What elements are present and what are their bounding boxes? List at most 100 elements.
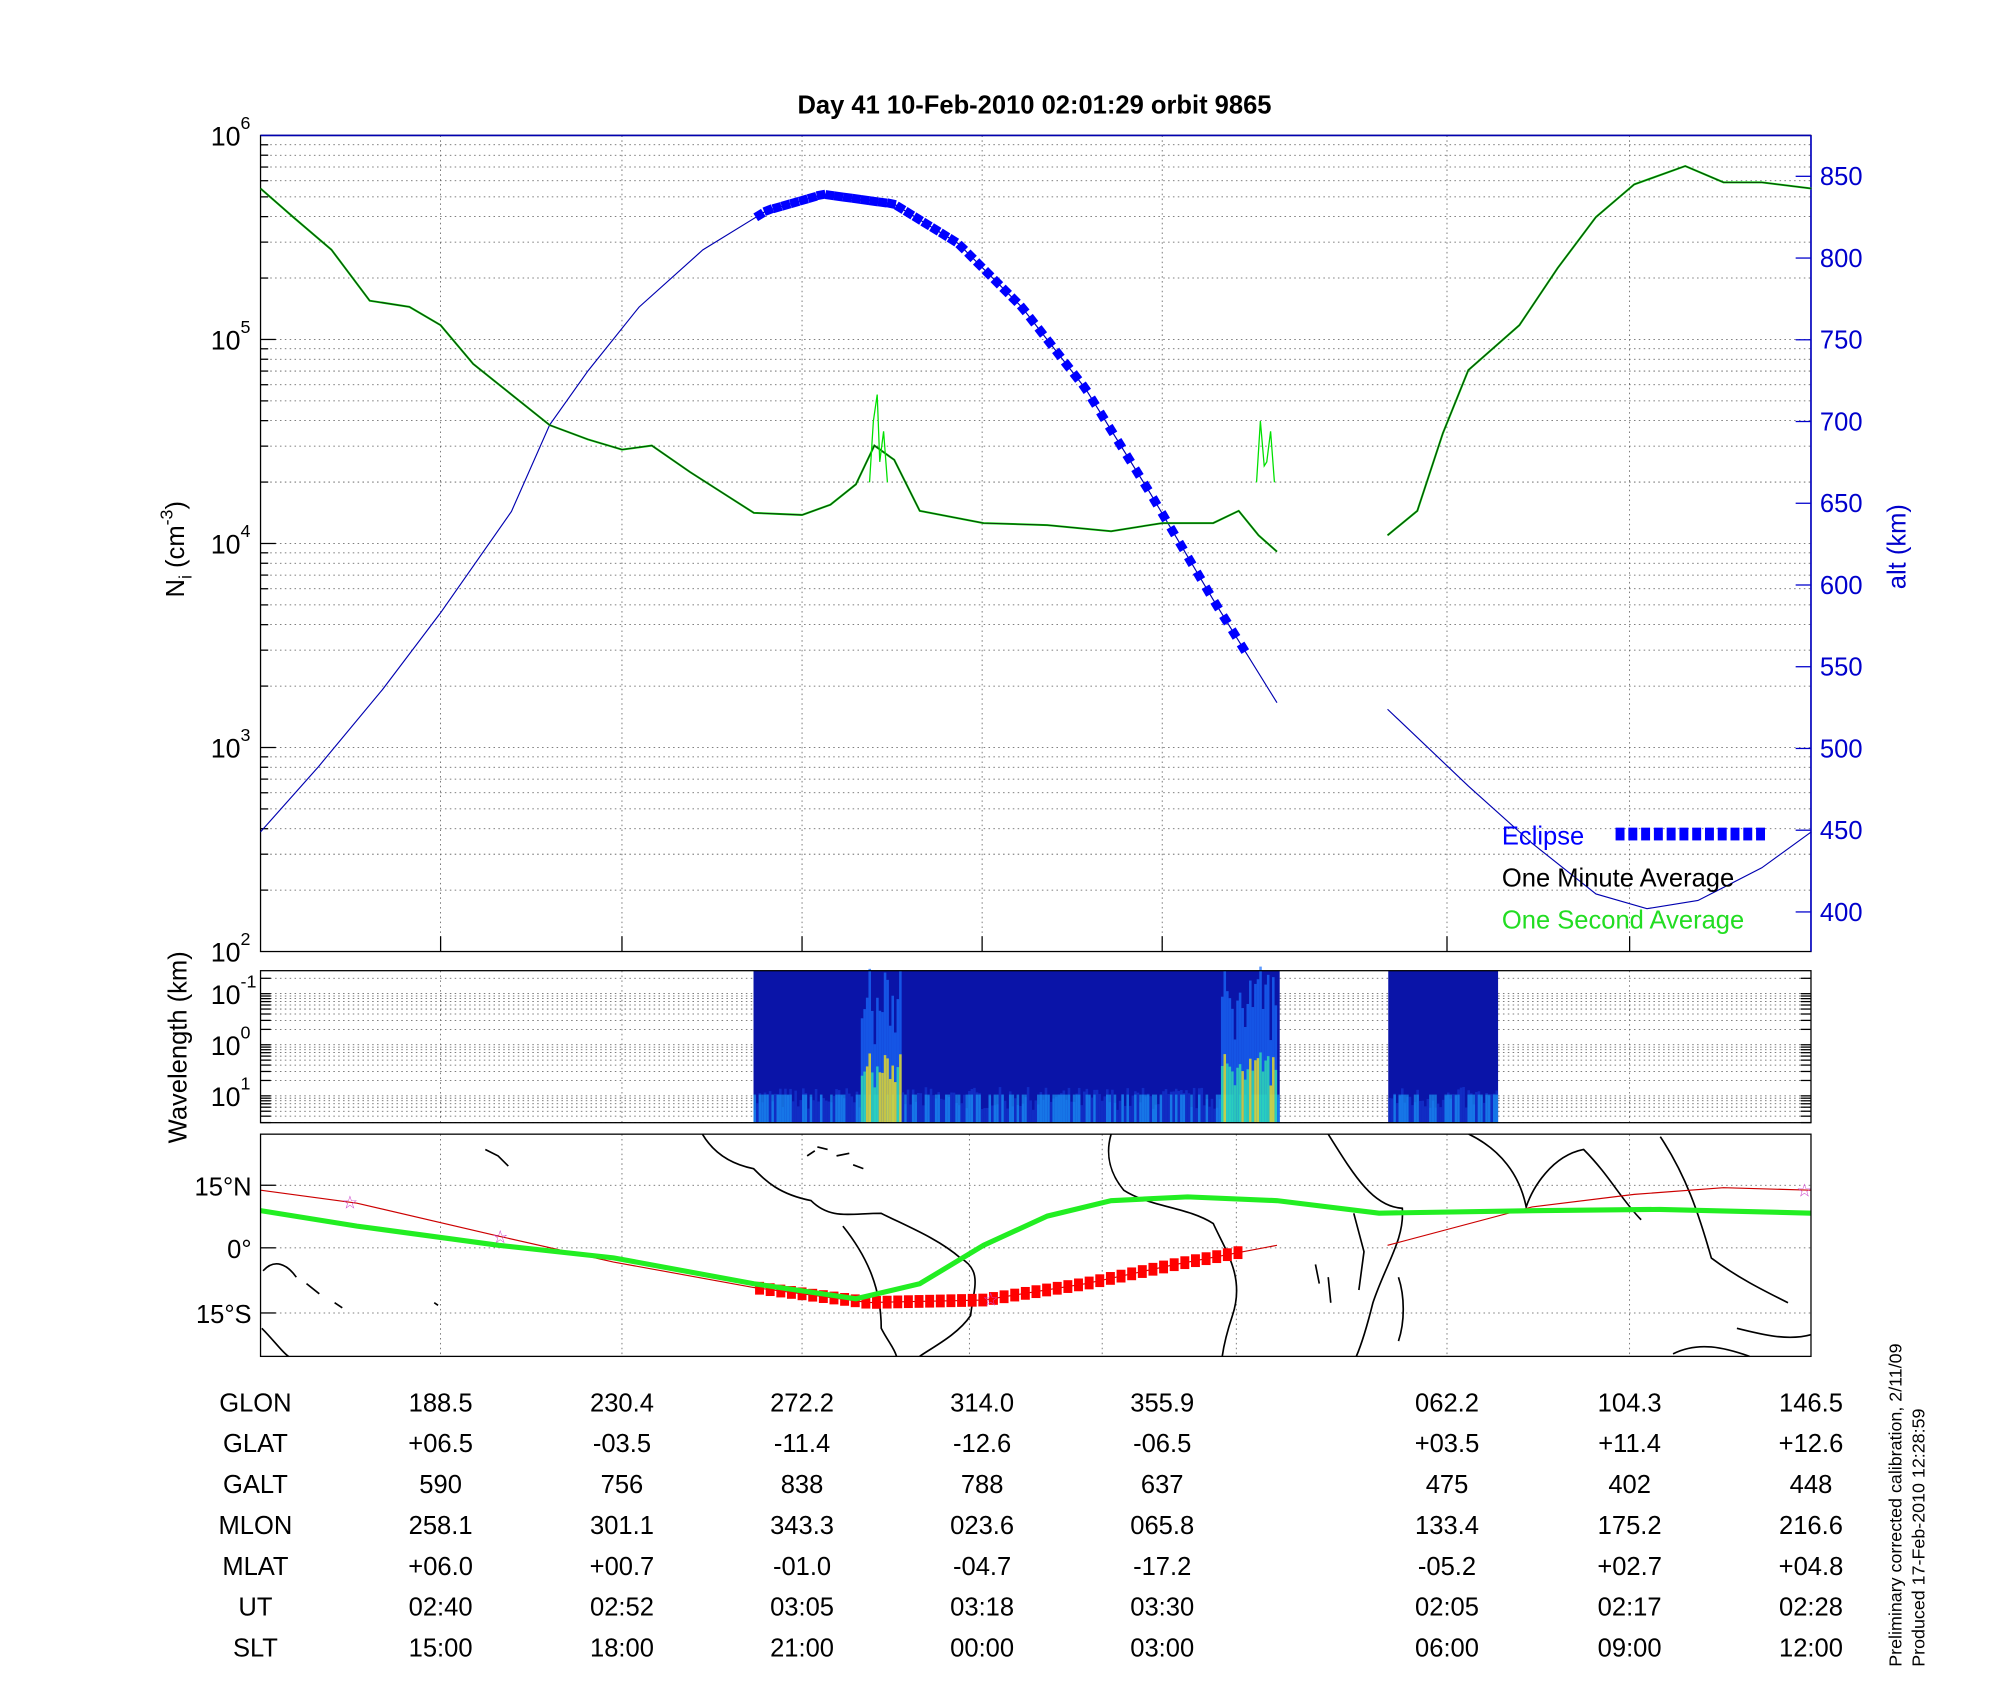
- eclipse-marker: [964, 249, 977, 263]
- table-cell: 09:00: [1598, 1635, 1662, 1663]
- table-cell: 03:18: [950, 1594, 1014, 1622]
- spectrogram-stripe: [804, 1094, 808, 1123]
- spectrogram-stripe: [1393, 1094, 1396, 1123]
- eclipse-track-marker: [1084, 1276, 1094, 1290]
- spectrogram-tick-label: 100: [211, 1022, 251, 1061]
- spectrogram-stripe: [1269, 1040, 1273, 1123]
- spectrogram-stripe: [853, 1102, 856, 1123]
- spectrogram-stripe: [1467, 1094, 1470, 1123]
- star-marker-icon: ☆: [983, 1289, 999, 1309]
- table-cell: 02:05: [1415, 1594, 1479, 1622]
- spectrogram-hotspot: [1243, 1079, 1247, 1123]
- spectrogram-stripe: [888, 1025, 892, 1123]
- spectrogram-stripe: [1401, 1094, 1404, 1123]
- spectrogram-stripe: [1416, 1094, 1419, 1123]
- spectrogram-hotspot: [1251, 1070, 1255, 1123]
- spectrogram-stripe: [1411, 1105, 1414, 1123]
- table-cell: 15:00: [409, 1635, 473, 1663]
- spectrogram-stripe: [1116, 1109, 1119, 1123]
- spectrogram-stripe: [1395, 1103, 1399, 1123]
- spectrogram-stripe: [922, 1105, 925, 1123]
- table-cell: 258.1: [409, 1512, 473, 1540]
- spectrogram-stripe: [881, 1012, 884, 1123]
- spectrogram-stripe: [1200, 1087, 1204, 1123]
- spectrogram-tick-label: 101: [211, 1073, 251, 1112]
- altitude-y-label: alt (km): [1883, 504, 1911, 589]
- tick-base: 10: [211, 734, 241, 764]
- density-spike: [1255, 421, 1276, 483]
- spectrogram-stripe: [830, 1094, 833, 1123]
- spectrogram-hotspot: [1238, 1064, 1242, 1123]
- spectrogram-stripe: [1485, 1094, 1488, 1123]
- spectrogram-hotspot: [896, 1067, 900, 1123]
- spectrogram-stripe: [1241, 1008, 1244, 1123]
- eclipse-track-marker: [1233, 1246, 1243, 1260]
- spectrogram-stripe: [776, 1094, 780, 1123]
- table-cell: 03:05: [770, 1594, 834, 1622]
- eclipse-track-marker: [925, 1294, 935, 1308]
- spectrogram-stripe: [763, 1094, 767, 1123]
- spectrogram-stripe: [1024, 1094, 1027, 1123]
- tick-exp: 2: [241, 929, 251, 949]
- spectrogram-stripe: [1021, 1094, 1025, 1123]
- spectrogram-hotspot: [1266, 1056, 1270, 1123]
- spectrogram-stripe: [771, 1094, 774, 1123]
- eclipse-track-marker: [1137, 1265, 1147, 1278]
- spectrogram-hotspot: [1231, 1071, 1234, 1123]
- altitude-tick-label: 800: [1820, 245, 1863, 273]
- eclipse-track-marker: [1063, 1280, 1073, 1293]
- eclipse-track-marker: [1095, 1274, 1105, 1288]
- eclipse-marker: [920, 217, 933, 231]
- spectrogram-stripe: [942, 1099, 946, 1123]
- spectrogram-stripe: [1062, 1094, 1066, 1123]
- spectrogram-stripe: [1177, 1090, 1181, 1123]
- spectrogram-stripe: [899, 970, 902, 1123]
- spectrogram-stripe: [1149, 1096, 1152, 1123]
- spectrogram-stripe: [1001, 1094, 1004, 1123]
- spectrogram-stripe: [1080, 1105, 1084, 1123]
- eclipse-track-marker: [957, 1294, 967, 1307]
- spectrogram-stripe: [1057, 1094, 1061, 1123]
- spectrogram-stripe: [768, 1091, 772, 1123]
- table-cell: 756: [601, 1471, 644, 1499]
- legend-second-average: One Second Average: [1502, 907, 1744, 935]
- eclipse-marker: [1096, 409, 1109, 422]
- spectrogram-hotspot: [1223, 1054, 1227, 1123]
- spectrogram-stripe: [1093, 1094, 1096, 1123]
- tick-exp: 1: [241, 1073, 251, 1093]
- table-cell: +06.0: [408, 1553, 473, 1581]
- altitude-y-ticks: 850 800 750 700 650 600 550 500 450 400: [1795, 163, 1863, 927]
- spectrogram-stripe: [1090, 1097, 1094, 1123]
- spectrogram-stripe: [1243, 1026, 1247, 1123]
- spectrogram-stripe: [835, 1094, 838, 1123]
- spectrogram-stripe: [1449, 1094, 1453, 1123]
- spectrogram-stripe: [1054, 1094, 1058, 1123]
- spectrogram-stripe: [952, 1092, 956, 1123]
- eclipse-track-marker: [967, 1293, 977, 1307]
- eclipse-marker: [999, 284, 1012, 298]
- eclipse-marker: [877, 197, 888, 208]
- map-tick-label: 15°S: [196, 1301, 252, 1329]
- spectrogram-stripe: [1266, 974, 1270, 1123]
- spectrogram-stripe: [950, 1092, 953, 1123]
- density-plot-area: [259, 164, 1812, 910]
- spectrogram-stripe: [980, 1109, 984, 1123]
- spectrogram-stripe: [1454, 1094, 1458, 1123]
- legend: Eclipse One Minute Average One Second Av…: [1502, 822, 1766, 935]
- map-tick-label: 0°: [227, 1236, 251, 1264]
- eclipse-marker: [762, 204, 775, 216]
- row-label-ut: UT: [238, 1594, 272, 1622]
- spectrogram-hotspot: [891, 1065, 894, 1123]
- spectrogram-stripe: [817, 1101, 820, 1123]
- map-tracks: ☆ ☆ ☆ ☆: [260, 1180, 1812, 1309]
- eclipse-marker: [859, 195, 871, 206]
- footnote-calibration: Preliminary corrected calibration, 2/11/…: [1886, 1343, 1906, 1666]
- eclipse-marker: [1228, 627, 1241, 640]
- altitude-tick-label: 600: [1820, 572, 1863, 600]
- spectrogram-stripe: [945, 1094, 948, 1123]
- spectrogram-stripe: [1236, 1000, 1239, 1123]
- table-cell: 590: [419, 1471, 462, 1499]
- density-tick-label: 104: [211, 521, 251, 560]
- spectrogram-stripe: [1134, 1094, 1137, 1123]
